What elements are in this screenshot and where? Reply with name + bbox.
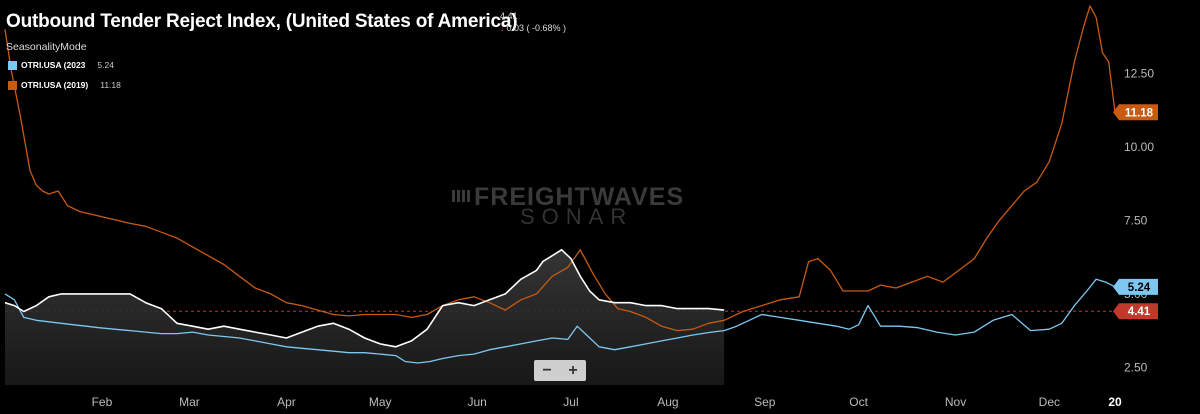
y-tick-label: 12.50 [1124, 66, 1154, 80]
current-value: 4.41 [500, 11, 518, 21]
end-label: 4.41 [1113, 303, 1158, 320]
x-tick-label: Oct [849, 395, 868, 409]
x-tick-label: Jul [563, 395, 578, 409]
x-tick-label: Dec [1039, 395, 1060, 409]
zoom-control: − + [534, 360, 586, 381]
y-tick-label: 7.50 [1124, 213, 1148, 227]
freightwaves-logo-icon [452, 188, 470, 204]
change-value: ↓ 0.03 ( -0.68% ) [500, 23, 566, 33]
x-tick-label: May [369, 395, 392, 409]
x-tick-label: Aug [657, 395, 678, 409]
legend-label: OTRI.USA (2019) [21, 80, 89, 90]
change-text: 0.03 ( -0.68% ) [506, 23, 567, 33]
zoom-in-button[interactable]: + [568, 362, 578, 379]
axis-ticks: 2.505.007.5010.0012.50FebMarAprMayJunJul… [92, 66, 1155, 409]
x-tick-label: Apr [277, 395, 296, 409]
legend-item-2019[interactable]: OTRI.USA (2019) 11.18 [8, 80, 121, 90]
current-area [5, 249, 725, 385]
plot-area [4, 5, 1116, 385]
end-labels: 11.18 5.24 4.41 [1113, 104, 1158, 320]
legend-swatch [8, 80, 17, 90]
watermark-subtitle: SONAR [520, 204, 634, 229]
end-label-text: 11.18 [1125, 107, 1154, 119]
legend-label: OTRI.USA (2023 [21, 60, 86, 70]
legend-value: 5.24 [97, 60, 114, 70]
x-tick-label: Jun [467, 395, 486, 409]
legend-value: 11.18 [100, 80, 121, 90]
down-arrow-icon: ↓ [500, 23, 505, 33]
x-tick-label: Sep [754, 395, 776, 409]
watermark-title: FREIGHTWAVES [474, 183, 685, 211]
zoom-out-button[interactable]: − [542, 362, 552, 379]
seasonality-mode-label[interactable]: SeasonalityMode [6, 41, 87, 53]
y-tick-label: 10.00 [1124, 140, 1154, 154]
end-label-text: 4.41 [1128, 306, 1151, 318]
x-tick-label: Nov [945, 395, 966, 409]
series-2023-line [4, 278, 1116, 364]
legend-item-2023[interactable]: OTRI.USA (2023 5.24 [8, 60, 114, 70]
series-2019-line [4, 5, 1116, 332]
x-tick-label: Mar [179, 395, 200, 409]
series-current-line [4, 249, 725, 348]
chart-title: Outbound Tender Reject Index, (United St… [6, 11, 518, 32]
legend-swatch [8, 60, 17, 70]
end-label: 11.18 [1113, 104, 1158, 121]
end-label-bg [1113, 104, 1158, 121]
end-label-text: 5.24 [1128, 282, 1151, 294]
end-label-bg [1113, 303, 1158, 320]
y-tick-label: 2.50 [1124, 360, 1148, 374]
end-label-bg [1113, 278, 1158, 295]
x-tick-label: 20 [1108, 395, 1122, 409]
x-tick-label: Feb [92, 395, 113, 409]
end-label: 5.24 [1113, 278, 1158, 295]
